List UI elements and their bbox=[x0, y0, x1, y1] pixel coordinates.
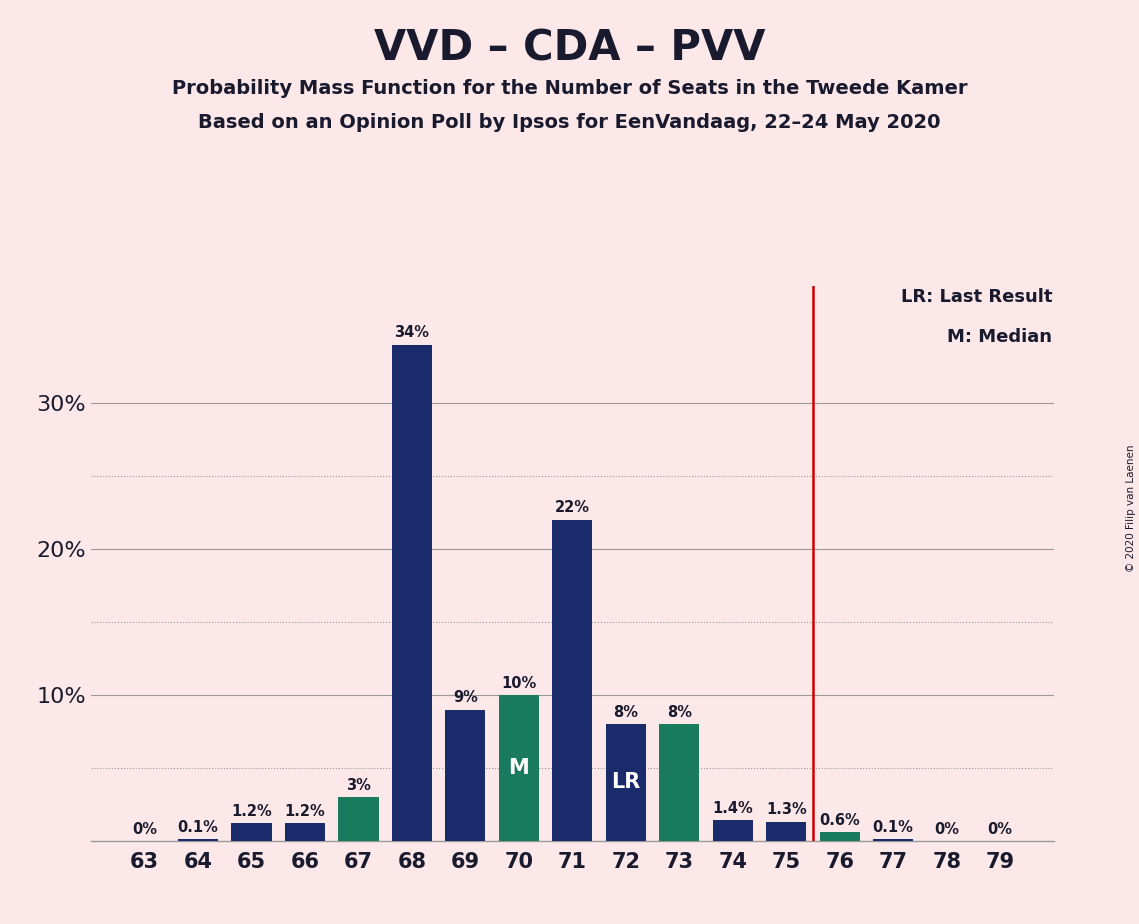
Text: M: M bbox=[508, 758, 530, 778]
Bar bbox=[659, 724, 699, 841]
Text: 22%: 22% bbox=[555, 501, 590, 516]
Text: LR: Last Result: LR: Last Result bbox=[901, 288, 1052, 306]
Text: 10%: 10% bbox=[501, 675, 536, 690]
Text: 0.1%: 0.1% bbox=[178, 820, 219, 835]
Bar bbox=[445, 710, 485, 841]
Text: 1.3%: 1.3% bbox=[765, 803, 806, 818]
Text: 8%: 8% bbox=[666, 705, 691, 720]
Text: 3%: 3% bbox=[346, 778, 371, 793]
Text: Probability Mass Function for the Number of Seats in the Tweede Kamer: Probability Mass Function for the Number… bbox=[172, 79, 967, 98]
Text: 1.2%: 1.2% bbox=[285, 804, 326, 819]
Text: 0.6%: 0.6% bbox=[819, 813, 860, 828]
Bar bbox=[338, 797, 378, 841]
Bar bbox=[767, 821, 806, 841]
Text: 1.2%: 1.2% bbox=[231, 804, 272, 819]
Text: 34%: 34% bbox=[394, 325, 429, 340]
Bar bbox=[606, 724, 646, 841]
Bar bbox=[231, 823, 271, 841]
Bar bbox=[552, 520, 592, 841]
Text: 0.1%: 0.1% bbox=[872, 820, 913, 835]
Text: VVD – CDA – PVV: VVD – CDA – PVV bbox=[374, 28, 765, 69]
Bar bbox=[392, 345, 432, 841]
Text: 0%: 0% bbox=[988, 822, 1013, 837]
Bar bbox=[499, 695, 539, 841]
Text: M: Median: M: Median bbox=[948, 328, 1052, 346]
Text: Based on an Opinion Poll by Ipsos for EenVandaag, 22–24 May 2020: Based on an Opinion Poll by Ipsos for Ee… bbox=[198, 113, 941, 132]
Text: 1.4%: 1.4% bbox=[712, 801, 753, 816]
Text: 0%: 0% bbox=[934, 822, 959, 837]
Bar bbox=[285, 823, 325, 841]
Bar bbox=[713, 821, 753, 841]
Text: 0%: 0% bbox=[132, 822, 157, 837]
Text: 8%: 8% bbox=[613, 705, 638, 720]
Bar bbox=[820, 833, 860, 841]
Bar bbox=[874, 839, 913, 841]
Text: © 2020 Filip van Laenen: © 2020 Filip van Laenen bbox=[1126, 444, 1136, 572]
Bar bbox=[178, 839, 218, 841]
Text: LR: LR bbox=[612, 772, 640, 793]
Text: 9%: 9% bbox=[453, 690, 478, 705]
